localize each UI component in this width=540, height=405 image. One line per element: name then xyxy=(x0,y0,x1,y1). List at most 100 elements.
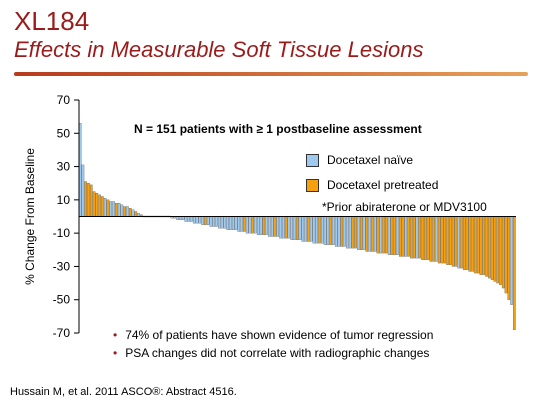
bar-docetaxel-pretreated xyxy=(243,216,246,232)
y-tick-label: -50 xyxy=(53,293,71,307)
bar-docetaxel-pretreated xyxy=(423,216,427,260)
legend-label-pretreated: Docetaxel pretreated xyxy=(327,178,439,192)
bar-docetaxel-pretreated xyxy=(115,203,118,217)
bar-docetaxel-naive xyxy=(290,216,293,240)
bar-docetaxel-naive xyxy=(201,216,204,225)
bar-docetaxel-pretreated xyxy=(493,216,497,282)
bar-docetaxel-pretreated xyxy=(251,216,255,234)
bar-docetaxel-naive xyxy=(270,216,274,237)
bar-docetaxel-pretreated xyxy=(421,216,424,260)
bar-docetaxel-pretreated xyxy=(307,216,310,242)
bar-docetaxel-pretreated xyxy=(376,216,380,254)
citation: Hussain M, et al. 2011 ASCO®: Abstract 4… xyxy=(10,386,237,398)
y-tick-label: 30 xyxy=(57,160,71,174)
bar-docetaxel-naive xyxy=(117,203,121,217)
bar-docetaxel-naive xyxy=(109,201,113,217)
bar-docetaxel-pretreated xyxy=(460,216,463,269)
legend-item-pretreated: Docetaxel pretreated xyxy=(306,178,438,192)
bullet-text: PSA changes did not correlate with radio… xyxy=(125,346,430,360)
bar-docetaxel-pretreated xyxy=(128,208,132,217)
bar-docetaxel-naive xyxy=(187,216,190,222)
bar-docetaxel-pretreated xyxy=(354,216,357,249)
bar-docetaxel-naive xyxy=(229,216,232,230)
bar-docetaxel-pretreated xyxy=(284,216,288,239)
bar-docetaxel-naive xyxy=(387,216,391,255)
bar-docetaxel-pretreated xyxy=(385,216,388,254)
bar-docetaxel-pretreated xyxy=(407,216,410,257)
bar-docetaxel-pretreated xyxy=(476,216,480,274)
bar-docetaxel-pretreated xyxy=(485,216,488,277)
bar-docetaxel-naive xyxy=(81,164,85,217)
bar-docetaxel-pretreated xyxy=(490,216,494,280)
bar-docetaxel-naive xyxy=(268,216,271,237)
bar-docetaxel-naive xyxy=(337,216,341,247)
bar-docetaxel-naive xyxy=(287,216,291,239)
bar-docetaxel-pretreated xyxy=(295,216,299,240)
bar-series xyxy=(78,123,516,330)
bar-docetaxel-naive xyxy=(126,206,129,217)
bar-docetaxel-pretreated xyxy=(401,216,405,257)
bar-docetaxel-naive xyxy=(256,216,260,235)
bar-docetaxel-naive xyxy=(265,216,268,235)
footnote-prior-therapy: *Prior abiraterone or MDV3100 xyxy=(322,200,487,214)
bar-docetaxel-pretreated xyxy=(123,206,126,217)
bar-docetaxel-pretreated xyxy=(432,216,435,262)
bar-docetaxel-pretreated xyxy=(382,216,385,254)
bar-docetaxel-pretreated xyxy=(501,216,505,289)
bar-docetaxel-naive xyxy=(209,216,213,227)
bullet-item: • PSA changes did not correlate with radi… xyxy=(113,344,433,362)
bar-docetaxel-naive xyxy=(312,216,316,244)
bar-docetaxel-pretreated xyxy=(479,216,483,275)
bar-docetaxel-pretreated xyxy=(95,193,99,217)
bar-docetaxel-naive xyxy=(218,216,221,229)
bar-docetaxel-naive xyxy=(348,216,352,249)
slide-subtitle: Effects in Measurable Soft Tissue Lesion… xyxy=(14,37,424,62)
bar-docetaxel-naive xyxy=(215,216,218,227)
y-tick-label: 10 xyxy=(57,193,71,207)
bar-docetaxel-pretreated xyxy=(446,216,449,265)
bar-docetaxel-naive xyxy=(357,216,360,250)
bar-docetaxel-naive xyxy=(404,216,408,257)
y-tick-label: -70 xyxy=(53,326,71,340)
bar-docetaxel-naive xyxy=(248,216,252,234)
legend-swatch-naive xyxy=(306,153,319,167)
bar-docetaxel-pretreated xyxy=(449,216,452,265)
bar-docetaxel-pretreated xyxy=(488,216,491,279)
bar-docetaxel-naive xyxy=(332,216,335,245)
bar-docetaxel-naive xyxy=(112,201,115,217)
bar-docetaxel-naive xyxy=(326,216,330,245)
bar-docetaxel-pretreated xyxy=(340,216,344,247)
bar-docetaxel-pretreated xyxy=(412,216,416,259)
bar-docetaxel-pretreated xyxy=(482,216,486,275)
bar-docetaxel-naive xyxy=(254,216,257,234)
bar-docetaxel-naive xyxy=(234,216,238,230)
bar-docetaxel-naive xyxy=(282,216,285,239)
bar-docetaxel-pretreated xyxy=(318,216,321,244)
bar-docetaxel-naive xyxy=(368,216,371,252)
bar-docetaxel-naive xyxy=(184,216,188,222)
bar-docetaxel-pretreated xyxy=(262,216,266,235)
title-underline xyxy=(14,72,528,76)
bar-docetaxel-pretreated xyxy=(398,216,402,257)
bullet-text: 74% of patients have shown evidence of t… xyxy=(125,328,434,342)
legend-item-naive: Docetaxel naïve xyxy=(306,153,413,167)
bar-docetaxel-naive xyxy=(396,216,399,255)
sample-size-annotation: N = 151 patients with ≥ 1 postbaseline a… xyxy=(134,122,422,136)
bar-docetaxel-naive xyxy=(346,216,349,249)
bar-docetaxel-naive xyxy=(415,216,419,259)
legend-label-naive: Docetaxel naïve xyxy=(327,153,414,167)
bar-docetaxel-naive xyxy=(301,216,305,242)
bar-docetaxel-pretreated xyxy=(468,216,472,272)
bar-docetaxel-naive xyxy=(223,216,227,229)
bar-docetaxel-naive xyxy=(245,216,249,234)
bar-docetaxel-pretreated xyxy=(204,216,207,225)
bar-docetaxel-naive xyxy=(298,216,302,240)
bar-docetaxel-naive xyxy=(190,216,193,222)
bar-docetaxel-pretreated xyxy=(87,183,90,217)
bar-docetaxel-pretreated xyxy=(462,216,466,270)
bullet-item: • 74% of patients have shown evidence of … xyxy=(113,326,433,344)
bar-docetaxel-pretreated xyxy=(410,216,413,259)
bar-docetaxel-pretreated xyxy=(471,216,474,272)
bar-docetaxel-naive xyxy=(120,204,124,217)
